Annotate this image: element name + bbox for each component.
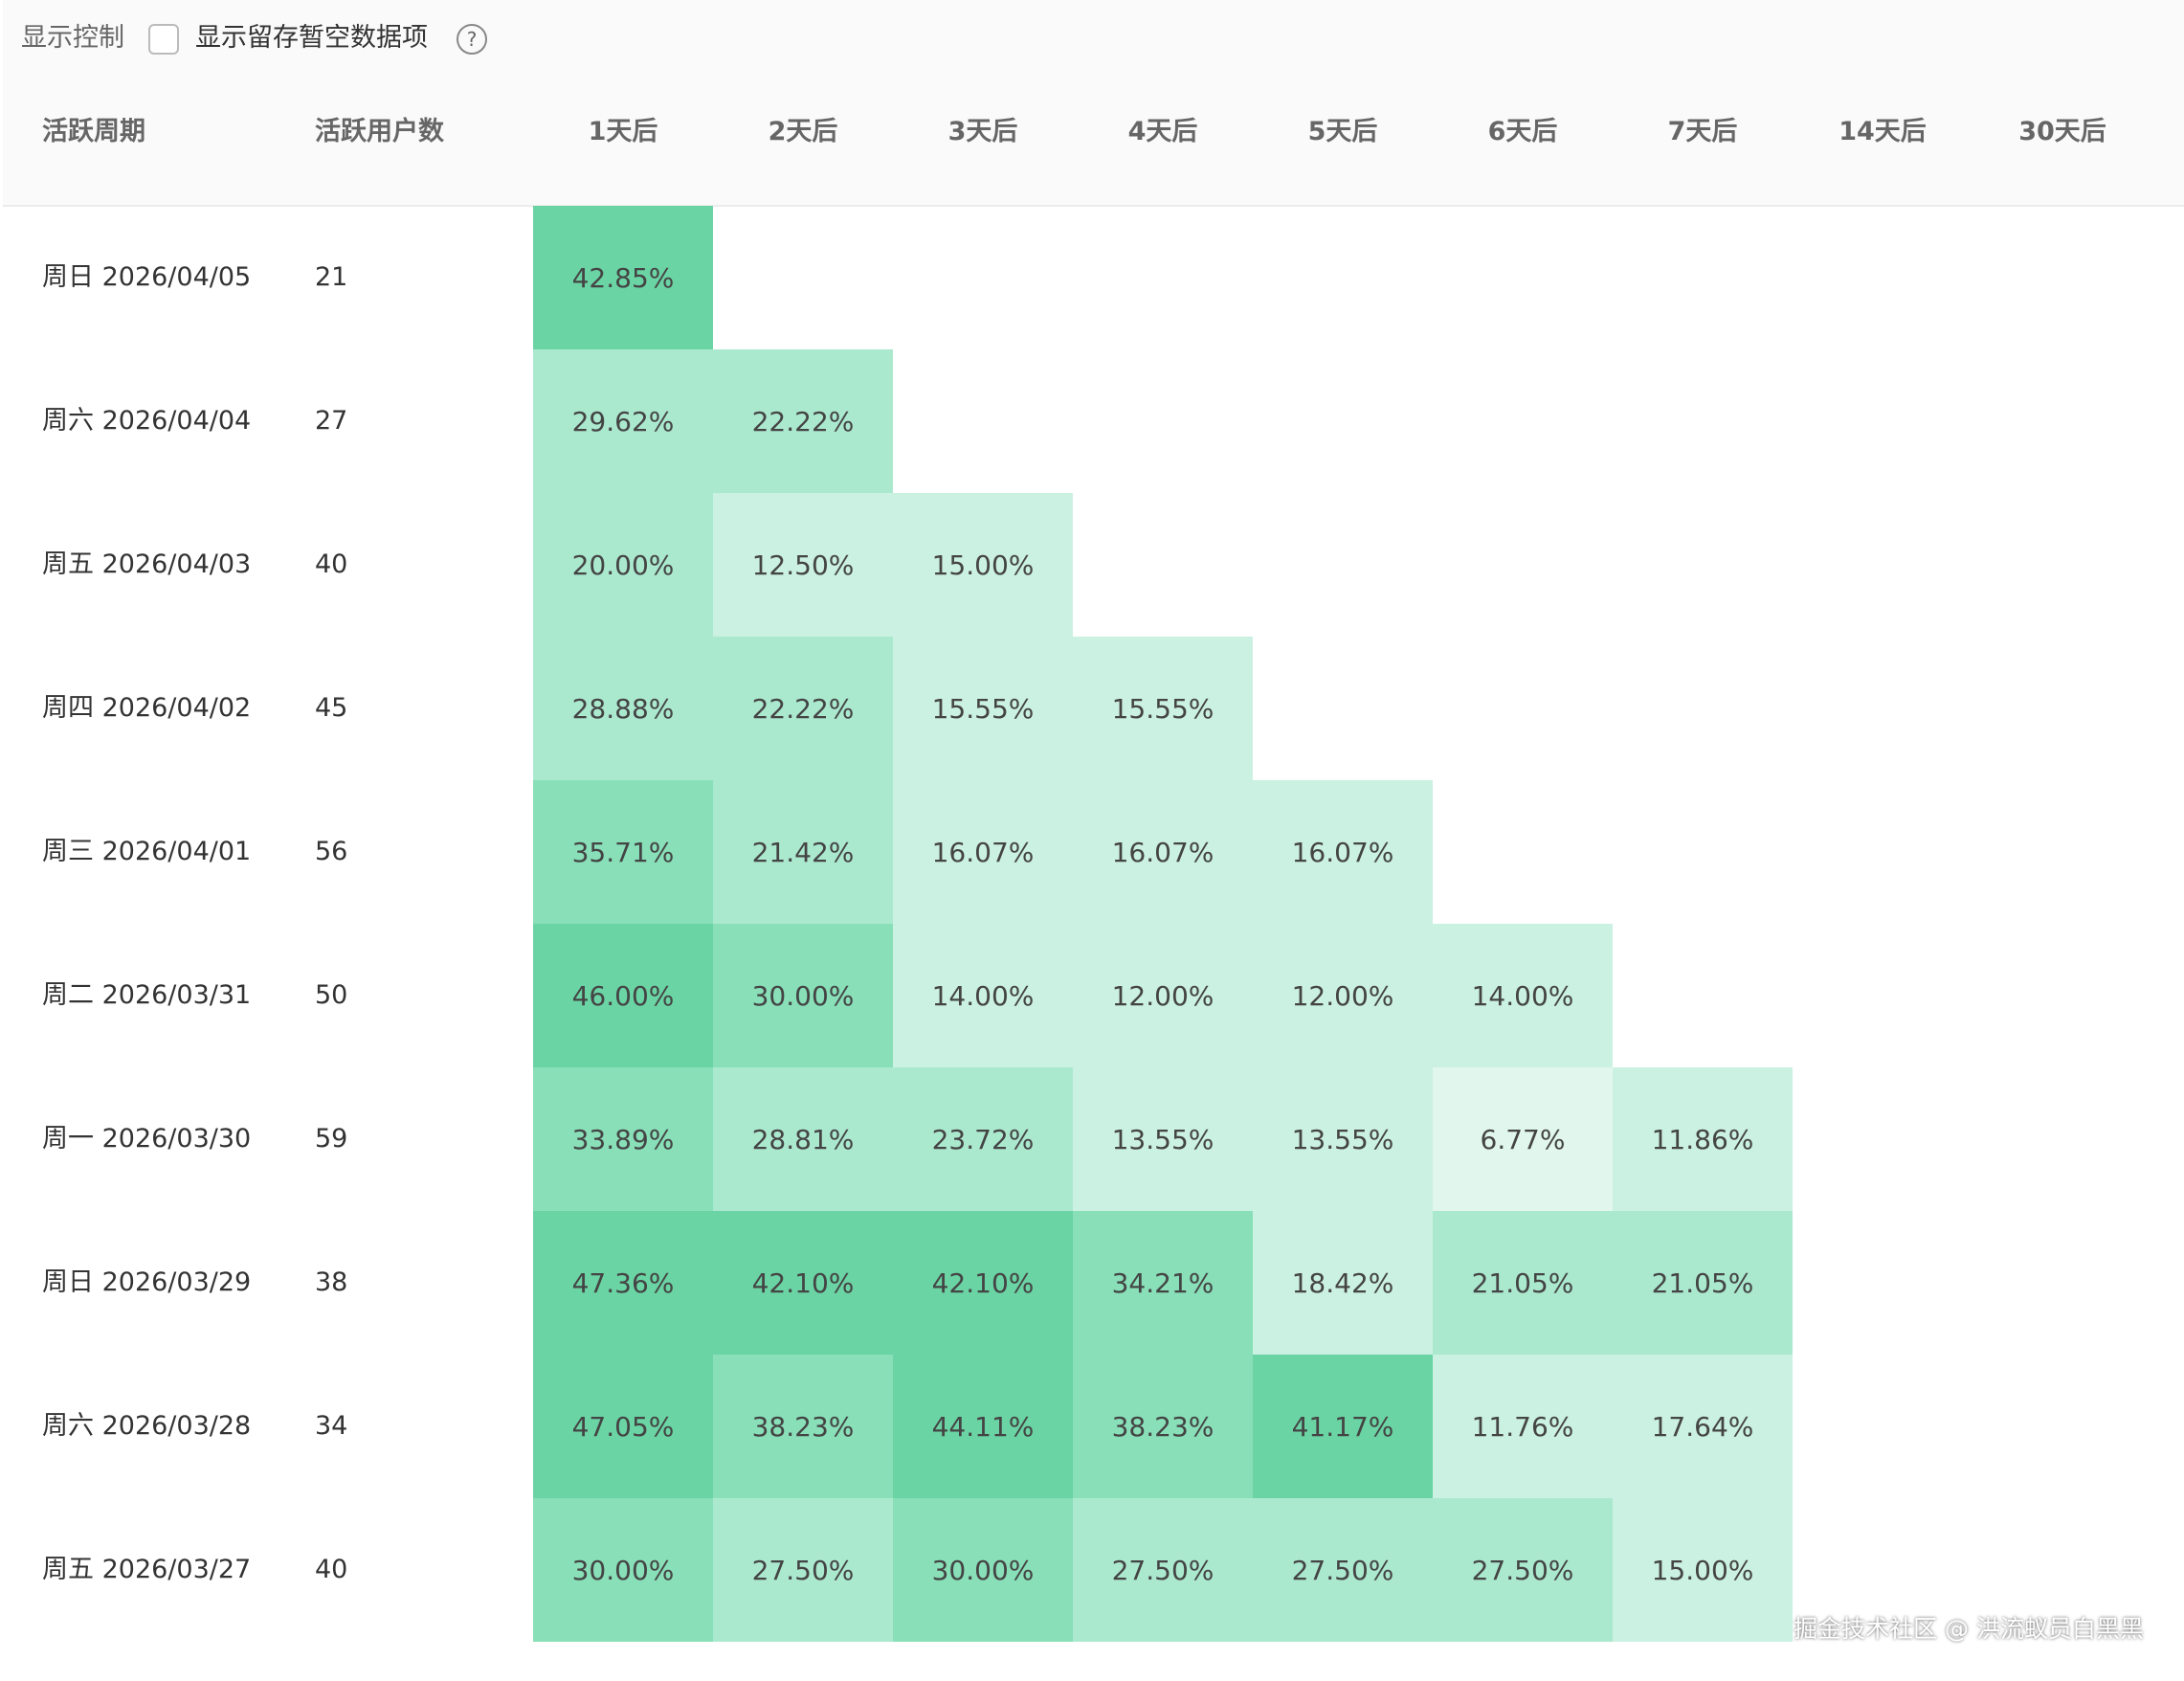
retention-cell: 20.00% xyxy=(533,493,713,637)
retention-cell: 12.50% xyxy=(713,493,893,637)
retention-cell: 11.86% xyxy=(1613,1067,1793,1211)
retention-cell: 14.00% xyxy=(1433,924,1613,1067)
retention-cell: 17.64% xyxy=(1613,1355,1793,1498)
retention-cell: 23.72% xyxy=(893,1067,1073,1211)
column-header: 30天后 xyxy=(2018,117,2106,146)
retention-cell: 11.76% xyxy=(1433,1355,1613,1498)
row-period: 周二 2026/03/31 xyxy=(42,980,252,1010)
row-users: 56 xyxy=(315,837,348,866)
retention-cell: 27.50% xyxy=(713,1498,893,1642)
row-users: 27 xyxy=(315,406,348,436)
column-header: 5天后 xyxy=(1307,117,1378,146)
row-period: 周日 2026/03/29 xyxy=(42,1267,252,1297)
retention-cell: 16.07% xyxy=(1073,780,1253,924)
retention-cell: 42.10% xyxy=(713,1211,893,1355)
row-period: 周日 2026/04/05 xyxy=(42,262,252,292)
retention-cell: 42.85% xyxy=(533,206,713,349)
row-period: 周四 2026/04/02 xyxy=(42,693,252,723)
column-header: 3天后 xyxy=(947,117,1018,146)
retention-cell: 21.42% xyxy=(713,780,893,924)
retention-cell: 46.00% xyxy=(533,924,713,1067)
row-period: 周六 2026/04/04 xyxy=(42,406,252,436)
retention-cell: 33.89% xyxy=(533,1067,713,1211)
retention-cell: 12.00% xyxy=(1073,924,1253,1067)
retention-cell: 16.07% xyxy=(893,780,1073,924)
retention-cell: 30.00% xyxy=(533,1498,713,1642)
retention-cell: 35.71% xyxy=(533,780,713,924)
checkbox-label[interactable]: 显示留存暂空数据项 xyxy=(195,23,428,53)
column-header: 活跃周期 xyxy=(42,117,145,146)
column-header: 6天后 xyxy=(1487,117,1558,146)
row-users: 21 xyxy=(315,262,348,292)
column-header: 2天后 xyxy=(768,117,838,146)
column-header: 1天后 xyxy=(588,117,658,146)
row-period: 周三 2026/04/01 xyxy=(42,837,252,866)
retention-cell: 44.11% xyxy=(893,1355,1073,1498)
retention-cell: 16.07% xyxy=(1253,780,1433,924)
retention-cell: 41.17% xyxy=(1253,1355,1433,1498)
retention-cell: 22.22% xyxy=(713,349,893,493)
retention-cell: 38.23% xyxy=(1073,1355,1253,1498)
row-period: 周五 2026/04/03 xyxy=(42,549,252,579)
row-users: 45 xyxy=(315,693,348,723)
retention-cell: 27.50% xyxy=(1253,1498,1433,1642)
column-header: 活跃用户数 xyxy=(315,117,444,146)
retention-cell: 18.42% xyxy=(1253,1211,1433,1355)
column-header: 14天后 xyxy=(1839,117,1927,146)
column-header: 7天后 xyxy=(1667,117,1738,146)
retention-cell: 13.55% xyxy=(1253,1067,1433,1211)
watermark: 掘金技术社区 @ 洪流蚁员白黑黑 xyxy=(1794,1615,2144,1643)
retention-cell: 27.50% xyxy=(1073,1498,1253,1642)
retention-cell: 47.05% xyxy=(533,1355,713,1498)
retention-cell: 30.00% xyxy=(713,924,893,1067)
retention-cell: 47.36% xyxy=(533,1211,713,1355)
retention-cell: 12.00% xyxy=(1253,924,1433,1067)
retention-cell: 21.05% xyxy=(1613,1211,1793,1355)
row-period: 周五 2026/03/27 xyxy=(42,1555,252,1584)
retention-cell: 30.00% xyxy=(893,1498,1073,1642)
retention-cell: 13.55% xyxy=(1073,1067,1253,1211)
checkbox[interactable] xyxy=(148,24,179,55)
row-period: 周六 2026/03/28 xyxy=(42,1411,252,1441)
retention-cell: 15.00% xyxy=(893,493,1073,637)
retention-cell: 28.88% xyxy=(533,637,713,780)
retention-cell: 6.77% xyxy=(1433,1067,1613,1211)
retention-cell: 28.81% xyxy=(713,1067,893,1211)
retention-cell: 15.55% xyxy=(1073,637,1253,780)
row-users: 40 xyxy=(315,549,348,579)
row-users: 59 xyxy=(315,1124,348,1154)
help-icon[interactable]: ? xyxy=(457,24,487,55)
retention-cell: 27.50% xyxy=(1433,1498,1613,1642)
retention-cell: 29.62% xyxy=(533,349,713,493)
table-header xyxy=(3,0,2184,207)
retention-cell: 22.22% xyxy=(713,637,893,780)
retention-cell: 21.05% xyxy=(1433,1211,1613,1355)
row-users: 40 xyxy=(315,1555,348,1584)
column-header: 4天后 xyxy=(1127,117,1198,146)
retention-cell: 14.00% xyxy=(893,924,1073,1067)
retention-cell: 42.10% xyxy=(893,1211,1073,1355)
retention-cell: 15.55% xyxy=(893,637,1073,780)
retention-cell: 34.21% xyxy=(1073,1211,1253,1355)
retention-cell: 38.23% xyxy=(713,1355,893,1498)
row-period: 周一 2026/03/30 xyxy=(42,1124,252,1154)
row-users: 50 xyxy=(315,980,348,1010)
retention-cell: 15.00% xyxy=(1613,1498,1793,1642)
control-label: 显示控制 xyxy=(21,23,124,53)
row-users: 34 xyxy=(315,1411,348,1441)
row-users: 38 xyxy=(315,1267,348,1297)
